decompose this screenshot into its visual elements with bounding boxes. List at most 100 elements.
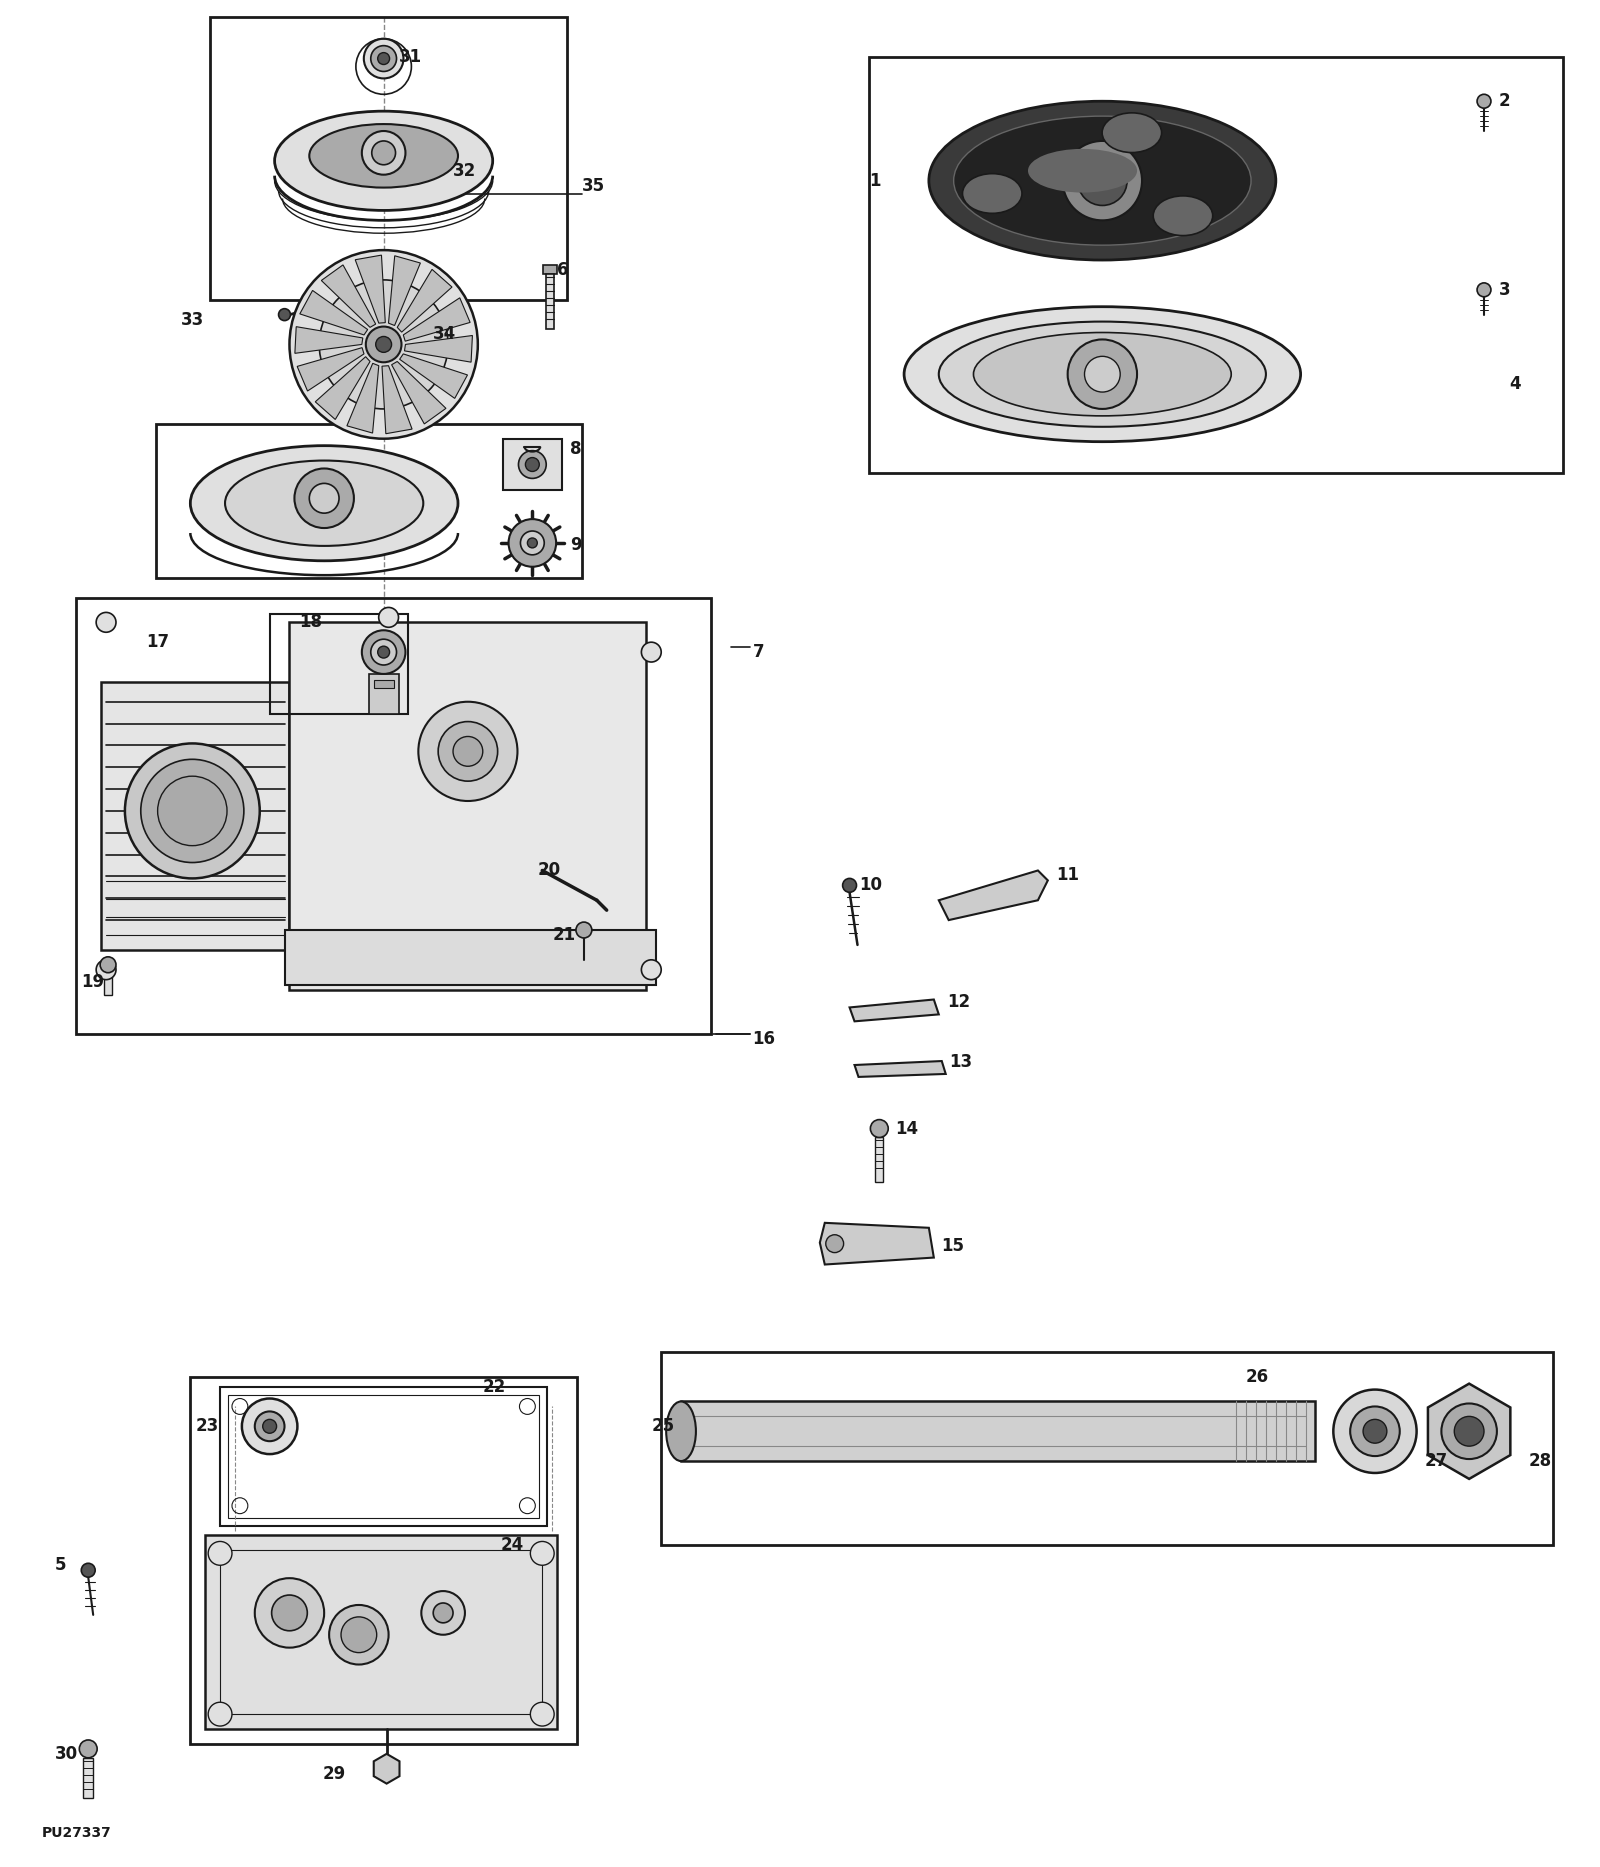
Circle shape (371, 639, 397, 665)
Polygon shape (850, 999, 939, 1021)
Bar (83, 1759, 93, 1798)
Circle shape (379, 607, 398, 627)
Ellipse shape (226, 461, 424, 545)
Bar (205, 1535, 557, 1729)
Text: 29: 29 (322, 1764, 346, 1783)
Circle shape (642, 642, 661, 663)
Ellipse shape (954, 116, 1251, 245)
Polygon shape (382, 366, 413, 433)
Circle shape (843, 877, 856, 892)
Circle shape (379, 1761, 395, 1777)
Bar (869, 56, 1563, 474)
Ellipse shape (1102, 112, 1162, 153)
Text: 11: 11 (1056, 866, 1078, 885)
Text: 12: 12 (947, 993, 970, 1012)
Text: 20: 20 (538, 861, 560, 879)
Polygon shape (405, 336, 472, 362)
Circle shape (362, 131, 405, 175)
Circle shape (1477, 284, 1491, 297)
Circle shape (330, 1606, 389, 1665)
Text: 6: 6 (557, 261, 568, 278)
Text: 7: 7 (752, 642, 765, 661)
Polygon shape (854, 1060, 946, 1077)
Circle shape (208, 1703, 232, 1727)
Polygon shape (400, 355, 467, 398)
Ellipse shape (190, 446, 458, 560)
Circle shape (518, 450, 546, 478)
Ellipse shape (963, 174, 1022, 213)
Circle shape (1454, 1417, 1485, 1447)
Circle shape (1477, 95, 1491, 108)
Circle shape (141, 760, 243, 863)
Circle shape (520, 530, 544, 554)
Bar (290, 622, 646, 990)
Text: 1: 1 (869, 172, 882, 190)
Circle shape (528, 538, 538, 547)
Circle shape (576, 922, 592, 937)
Circle shape (125, 743, 259, 877)
Text: 15: 15 (941, 1236, 963, 1255)
Text: 33: 33 (181, 310, 203, 329)
Text: 18: 18 (299, 614, 322, 631)
Text: 10: 10 (859, 876, 883, 894)
Text: 24: 24 (501, 1537, 523, 1555)
Polygon shape (355, 256, 386, 323)
Circle shape (378, 52, 389, 65)
Ellipse shape (1154, 196, 1213, 235)
Bar (155, 424, 582, 577)
Circle shape (366, 327, 402, 362)
Ellipse shape (930, 101, 1275, 260)
Polygon shape (374, 1753, 400, 1783)
Circle shape (272, 1594, 307, 1630)
Bar (546, 274, 554, 329)
Polygon shape (1427, 1383, 1510, 1479)
Circle shape (438, 721, 498, 780)
Circle shape (1442, 1404, 1498, 1460)
Text: 8: 8 (570, 439, 581, 457)
Bar (101, 681, 290, 950)
Text: 27: 27 (1424, 1453, 1448, 1469)
Bar (221, 1387, 547, 1525)
Circle shape (363, 39, 403, 78)
Ellipse shape (275, 112, 493, 211)
Circle shape (208, 1542, 232, 1565)
Polygon shape (299, 291, 368, 334)
Text: 28: 28 (1528, 1453, 1552, 1469)
Circle shape (371, 45, 397, 71)
Bar (368, 674, 398, 713)
Text: 9: 9 (570, 536, 582, 554)
Circle shape (101, 956, 115, 973)
Text: 34: 34 (434, 325, 456, 344)
Polygon shape (322, 265, 376, 327)
Polygon shape (819, 1223, 934, 1264)
Circle shape (530, 1703, 554, 1727)
Circle shape (254, 1578, 325, 1649)
Ellipse shape (904, 306, 1301, 442)
Text: 2: 2 (1499, 91, 1510, 110)
Text: PU27337: PU27337 (42, 1826, 112, 1841)
Bar (104, 973, 112, 995)
Circle shape (82, 1563, 94, 1578)
Text: 26: 26 (1246, 1369, 1269, 1385)
Circle shape (378, 646, 389, 657)
Circle shape (242, 1398, 298, 1454)
Bar (682, 1402, 1315, 1462)
Circle shape (1363, 1419, 1387, 1443)
Bar (190, 1376, 578, 1744)
Circle shape (1333, 1389, 1416, 1473)
Bar (374, 680, 394, 687)
Circle shape (294, 469, 354, 528)
Polygon shape (392, 362, 446, 424)
Circle shape (1077, 155, 1126, 205)
Polygon shape (403, 299, 470, 342)
Text: 14: 14 (894, 1120, 918, 1137)
Circle shape (254, 1411, 285, 1441)
Bar (544, 265, 557, 274)
Circle shape (278, 308, 291, 321)
Bar (285, 930, 656, 984)
Bar (210, 17, 566, 301)
Polygon shape (347, 364, 379, 433)
Text: 30: 30 (54, 1746, 78, 1762)
Text: 4: 4 (1509, 375, 1520, 394)
Text: 13: 13 (949, 1053, 971, 1072)
